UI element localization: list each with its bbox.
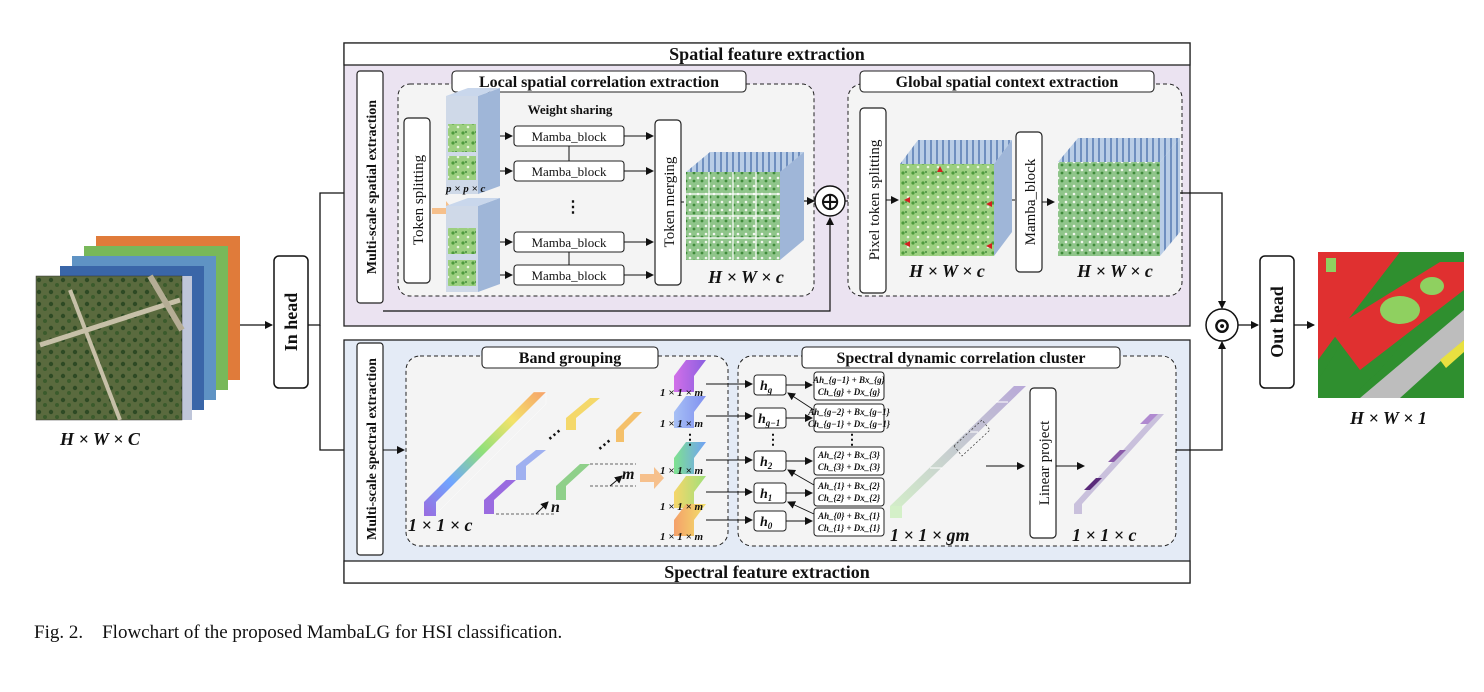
group-dim-label-1: 1 × 1 × m <box>660 387 704 399</box>
multiscale-spatial-box <box>356 70 384 304</box>
svg-text:Mamba_block: Mamba_block <box>531 268 607 283</box>
input-hsi-cube <box>35 236 240 421</box>
band-grouping-title: Band grouping <box>519 350 621 367</box>
svg-text:Ch_{2} + Dx_{2}: Ch_{2} + Dx_{2} <box>818 493 881 503</box>
token-stack-bottom <box>446 198 500 292</box>
mamba-block-4: Mamba_block <box>513 264 625 286</box>
svg-text:Ch_{3} + Dx_{3}: Ch_{3} + Dx_{3} <box>818 462 881 472</box>
state-h-2: h2 <box>753 450 787 472</box>
band-group-bar-3 <box>556 464 590 500</box>
equation-g-minus-1: Ah_{g−2} + Bx_{g−1} Ch_{g−1} + Dx_{g−1} <box>807 403 891 433</box>
fusion-symbol: ⊙ <box>1213 313 1231 338</box>
in-head-label: In head <box>281 293 301 352</box>
global-mamba-label: Mamba_block <box>1023 158 1039 245</box>
pixel-token-cube <box>900 140 1012 256</box>
mamba-block-1: Mamba_block <box>513 125 625 147</box>
multiscale-spectral-label: Multi-scale spectral extraction <box>365 358 380 540</box>
local-spatial-title: Local spatial correlation extraction <box>479 74 719 91</box>
svg-text:Ah_{g−2} + Bx_{g−1}: Ah_{g−2} + Bx_{g−1} <box>807 407 890 417</box>
group-dim-label-4: 1 × 1 × m <box>660 501 704 513</box>
svg-text:h1: h1 <box>760 487 772 503</box>
svg-text:hg: hg <box>760 379 773 395</box>
svg-text:h2: h2 <box>760 455 773 471</box>
token-splitting-label: Token splitting <box>411 154 427 245</box>
spatial-title: Spatial feature extraction <box>669 44 865 64</box>
mamba-block-2: Mamba_block <box>513 160 625 182</box>
equation-1: Ah_{1} + Bx_{2} Ch_{2} + Dx_{2} <box>813 477 885 507</box>
merged-dim-label: H × W × c <box>707 267 784 287</box>
spectral-module: Spectral feature extraction Multi-scale … <box>343 339 1191 584</box>
band-group-bar-1 <box>484 480 516 514</box>
svg-text:h0: h0 <box>760 515 773 531</box>
band-group-bar-5 <box>616 412 642 442</box>
output-dim-label: H × W × 1 <box>1349 408 1427 428</box>
multiscale-spectral-box <box>356 342 384 556</box>
group-dim-label-2: 1 × 1 × m <box>660 418 704 430</box>
group-dots: ⋮ <box>683 433 697 448</box>
state-h-1: h1 <box>753 482 787 504</box>
state-dots: ⋮ <box>766 433 780 448</box>
spatial-module: Spatial feature extraction Multi-scale s… <box>343 42 1191 327</box>
out-head-box <box>1259 255 1295 389</box>
concat-spectral-bar <box>890 386 1026 518</box>
multiscale-spatial-label: Multi-scale spatial extraction <box>365 100 380 274</box>
svg-text:Ch_{1} + Dx_{1}: Ch_{1} + Dx_{1} <box>818 523 881 533</box>
group-dim-label-3: 1 × 1 × m <box>660 465 704 477</box>
projected-spectral-bar <box>1074 414 1164 514</box>
mamba-dots: ⋮ <box>565 199 581 216</box>
classification-map <box>1318 252 1464 398</box>
weight-sharing-label: Weight sharing <box>528 102 613 117</box>
equation-dots: ⋮ <box>845 433 859 448</box>
projected-dim-label: 1 × 1 × c <box>1072 525 1137 545</box>
add-symbol: ⊕ <box>819 187 841 216</box>
svg-text:hg−1: hg−1 <box>758 412 780 428</box>
state-h-g-minus-1: hg−1 <box>753 407 787 429</box>
in-head-box <box>273 255 309 389</box>
out-head-label: Out head <box>1267 286 1287 358</box>
group-bars <box>674 360 706 536</box>
linear-project-box <box>1029 387 1057 539</box>
global-spatial-title: Global spatial context extraction <box>896 74 1119 91</box>
spectral-cluster-title: Spectral dynamic correlation cluster <box>837 350 1086 367</box>
svg-text:Mamba_block: Mamba_block <box>531 129 607 144</box>
svg-text:Ah_{0} + Bx_{1}: Ah_{0} + Bx_{1} <box>817 511 881 521</box>
equation-2: Ah_{2} + Bx_{3} Ch_{3} + Dx_{3} <box>813 446 885 476</box>
n-label: n <box>551 499 560 516</box>
band-group-bar-2 <box>516 450 546 480</box>
mamba-block-3: Mamba_block <box>513 231 625 253</box>
linear-project-label: Linear project <box>1037 420 1053 505</box>
token-merging-label: Token merging <box>662 156 678 247</box>
input-dim-label: H × W × C <box>59 429 141 449</box>
group-dim-label-5: 1 × 1 × m <box>660 531 704 543</box>
token-splitting-box <box>403 117 431 284</box>
pixel-dim-label: H × W × c <box>908 261 985 281</box>
m-label: m <box>622 466 634 483</box>
state-h-0: h0 <box>753 510 787 532</box>
svg-text:Ch_{g} + Dx_{g}: Ch_{g} + Dx_{g} <box>818 387 881 397</box>
state-h-g: hg <box>753 374 787 396</box>
equation-g: Ah_{g−1} + Bx_{g} Ch_{g} + Dx_{g} <box>812 371 886 401</box>
spectral-title: Spectral feature extraction <box>664 562 870 582</box>
equation-0: Ah_{0} + Bx_{1} Ch_{1} + Dx_{1} <box>813 507 885 537</box>
svg-text:Ah_{g−1} + Bx_{g}: Ah_{g−1} + Bx_{g} <box>812 375 885 385</box>
pixel-token-splitting-label: Pixel token splitting <box>867 139 883 260</box>
merged-feature-cube <box>686 152 804 260</box>
figure-caption: Fig. 2. Flowchart of the proposed MambaL… <box>34 622 563 643</box>
mambalg-flowchart: H × W × C In head Spatial feature extrac… <box>35 42 1464 584</box>
global-out-dim-label: H × W × c <box>1076 261 1153 281</box>
token-stack-top <box>446 88 500 194</box>
concat-dim-label: 1 × 1 × gm <box>890 525 970 545</box>
patch-dim-label: p × p × c <box>445 183 486 195</box>
svg-text:Ah_{2} + Bx_{3}: Ah_{2} + Bx_{3} <box>817 450 881 460</box>
global-output-cube <box>1058 138 1180 256</box>
band-dim-label: 1 × 1 × c <box>408 515 473 535</box>
svg-text:Ah_{1} + Bx_{2}: Ah_{1} + Bx_{2} <box>817 481 881 491</box>
svg-text:Mamba_block: Mamba_block <box>531 235 607 250</box>
svg-text:Ch_{g−1} + Dx_{g−1}: Ch_{g−1} + Dx_{g−1} <box>808 419 891 429</box>
band-group-bar-4 <box>566 398 600 430</box>
svg-text:Mamba_block: Mamba_block <box>531 164 607 179</box>
